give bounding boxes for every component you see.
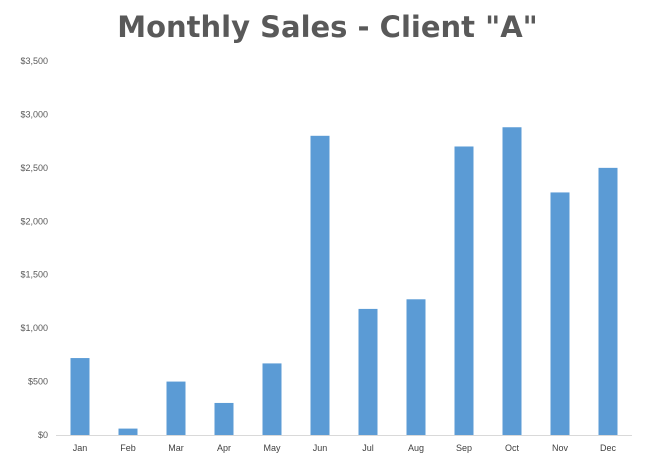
y-tick-label: $1,500 (20, 270, 48, 280)
bar-feb (118, 428, 138, 435)
y-tick-label: $500 (28, 377, 48, 387)
x-tick-label-nov: Nov (552, 443, 569, 453)
x-tick-label-jan: Jan (73, 443, 88, 453)
x-tick-label-sep: Sep (456, 443, 472, 453)
bar-dec (598, 167, 618, 435)
y-tick-label: $1,000 (20, 323, 48, 333)
x-tick-label-dec: Dec (600, 443, 617, 453)
y-tick-label: $0 (38, 430, 48, 440)
bar-oct (502, 127, 522, 435)
bar-aug (406, 299, 426, 435)
x-tick-label-mar: Mar (168, 443, 184, 453)
bars-group (70, 127, 618, 436)
x-tick-label-oct: Oct (505, 443, 520, 453)
chart-title: Monthly Sales - Client "A" (117, 10, 538, 44)
bar-sep (454, 146, 474, 435)
x-tick-label-jun: Jun (313, 443, 328, 453)
bar-apr (214, 402, 234, 435)
bar-jan (70, 358, 90, 435)
x-tick-label-jul: Jul (362, 443, 374, 453)
bar-jul (358, 308, 378, 435)
y-tick-label: $2,500 (20, 163, 48, 173)
y-tick-label: $3,000 (20, 109, 48, 119)
x-tick-label-may: May (263, 443, 281, 453)
bar-jun (310, 135, 330, 436)
y-tick-label: $2,000 (20, 216, 48, 226)
bar-nov (550, 192, 570, 435)
x-tick-label-apr: Apr (217, 443, 231, 453)
x-tick-label-feb: Feb (120, 443, 136, 453)
y-axis-ticks: $0 $500 $1,000 $1,500 $2,000 $2,500 $3,000 $3,5… (20, 56, 48, 440)
bar-mar (166, 381, 186, 435)
bar-may (262, 363, 282, 435)
y-tick-label: $3,500 (20, 56, 48, 66)
x-tick-label-aug: Aug (408, 443, 424, 453)
x-axis-ticks: Jan Feb Mar Apr May Jun Jul Aug Sep Oct Nov Dec (73, 443, 617, 453)
